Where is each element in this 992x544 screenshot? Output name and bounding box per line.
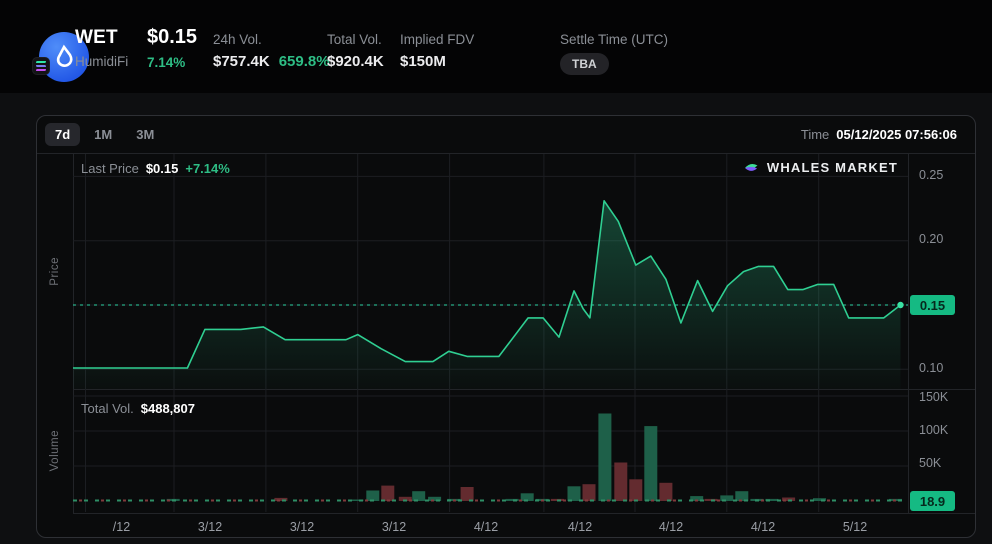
- right-axis: 0.25 0.20 0.10 0.15 150K 100K 50K 18.9: [908, 154, 977, 513]
- token-symbol: WET: [75, 27, 118, 48]
- last-price-change: +7.14%: [185, 161, 230, 176]
- range-button-7d[interactable]: 7d: [45, 123, 81, 146]
- last-price-dot: [897, 301, 904, 309]
- stat-extra-change: 659.8%: [278, 53, 330, 70]
- volume-bar-buy: [350, 499, 364, 501]
- token-logo: [32, 32, 91, 84]
- price-tick: 0.20: [919, 232, 944, 246]
- price-axis-title-wrap: Price: [37, 154, 73, 389]
- x-tick: /12: [112, 520, 131, 534]
- pane-divider: [73, 389, 975, 390]
- token-change: 7.14%: [147, 55, 186, 70]
- volume-bar-buy: [765, 498, 779, 501]
- volume-bar-buy: [720, 495, 734, 501]
- stat-value: $920.4K: [327, 53, 384, 70]
- chart-area[interactable]: Last Price $0.15 +7.14% WHALES MARKET To…: [73, 154, 908, 513]
- x-tick: 3/12: [289, 520, 315, 534]
- volume-bar-sell: [659, 482, 673, 501]
- solana-chain-icon: [32, 57, 50, 75]
- volume-bar-buy: [567, 486, 581, 501]
- price-area: [73, 200, 901, 389]
- grid-bottom-border: [73, 513, 975, 514]
- volume-bar-sell: [460, 487, 474, 501]
- last-price-badge: 0.15: [910, 295, 955, 315]
- chart-panel: 7d 1M 3M Time 05/12/2025 07:56:06 Price …: [36, 115, 976, 538]
- droplet-icon: [56, 44, 73, 67]
- chart-toolbar: 7d 1M 3M Time 05/12/2025 07:56:06: [37, 116, 975, 154]
- volume-bar-sell: [614, 462, 628, 501]
- volume-bar-sell: [274, 497, 288, 501]
- watermark-text: WHALES MARKET: [766, 160, 898, 175]
- x-tick: 3/12: [381, 520, 407, 534]
- volume-bar-buy: [735, 491, 749, 501]
- stat-label: 24h Vol.: [213, 32, 262, 47]
- time-label: Time: [800, 127, 830, 142]
- price-tick: 0.25: [919, 168, 944, 182]
- token-price: $0.15: [147, 26, 198, 48]
- volume-bar-buy: [520, 493, 534, 501]
- axis-separator: [908, 154, 909, 513]
- volume-bar-sell: [398, 496, 412, 501]
- last-price-value: $0.15: [145, 161, 179, 176]
- range-button-1m[interactable]: 1M: [84, 123, 122, 146]
- x-tick: 3/12: [197, 520, 223, 534]
- x-tick: 4/12: [658, 520, 684, 534]
- range-button-3m[interactable]: 3M: [126, 123, 164, 146]
- volume-bar-buy: [366, 490, 380, 501]
- volume-axis-title-wrap: Volume: [37, 389, 73, 513]
- total-vol-value: $488,807: [140, 401, 195, 416]
- x-tick: 5/12: [842, 520, 868, 534]
- volume-bar-sell: [782, 497, 796, 501]
- whales-market-watermark: WHALES MARKET: [743, 160, 898, 175]
- total-vol-label: Total Vol.: [81, 401, 134, 416]
- stat-label: Total Vol.: [327, 32, 382, 47]
- volume-bar-buy: [690, 496, 704, 501]
- token-header: WET HumidiFi $0.15 7.14% 24h Vol. $757.4…: [0, 0, 992, 93]
- volume-bar-sell: [629, 479, 643, 501]
- chart-time: Time 05/12/2025 07:56:06: [801, 127, 957, 142]
- time-value: 05/12/2025 07:56:06: [836, 127, 957, 142]
- volume-axis-title: Volume: [49, 430, 61, 472]
- volume-bar-buy: [412, 491, 426, 501]
- price-line: [73, 200, 902, 369]
- volume-tick: 50K: [919, 456, 942, 470]
- volume-tick: 100K: [919, 423, 949, 437]
- x-tick: 4/12: [473, 520, 499, 534]
- stat-label: Settle Time (UTC): [560, 32, 669, 47]
- grid-left-border: [73, 154, 74, 513]
- last-price-overlay: Last Price $0.15 +7.14%: [81, 161, 230, 176]
- last-volume-badge: 18.9: [910, 491, 955, 511]
- volume-bar-sell: [704, 498, 718, 501]
- total-vol-overlay: Total Vol. $488,807: [81, 401, 195, 416]
- chart-svg[interactable]: [73, 154, 908, 513]
- volume-bar-buy: [813, 498, 826, 501]
- price-axis-title: Price: [49, 257, 61, 286]
- volume-bar-buy: [428, 496, 442, 501]
- stat-label: Implied FDV: [400, 32, 475, 47]
- last-price-label: Last Price: [81, 161, 139, 176]
- volume-bar-sell: [582, 484, 596, 501]
- x-tick: 4/12: [750, 520, 776, 534]
- token-name: HumidiFi: [75, 54, 129, 69]
- stat-value: $757.4K: [213, 53, 270, 70]
- volume-bar-buy: [598, 413, 612, 501]
- volume-bar-sell: [381, 485, 395, 501]
- x-tick: 4/12: [567, 520, 593, 534]
- volume-tick: 150K: [919, 390, 949, 404]
- x-axis: /12 3/12 3/12 3/12 4/12 4/12 4/12 4/12 5…: [73, 513, 908, 539]
- stat-value: $150M: [400, 53, 446, 70]
- volume-bar-buy: [505, 498, 519, 501]
- volume-bar-buy: [644, 426, 658, 501]
- price-tick: 0.10: [919, 361, 944, 375]
- whale-icon: [744, 163, 758, 171]
- settle-time-badge: TBA: [560, 53, 609, 75]
